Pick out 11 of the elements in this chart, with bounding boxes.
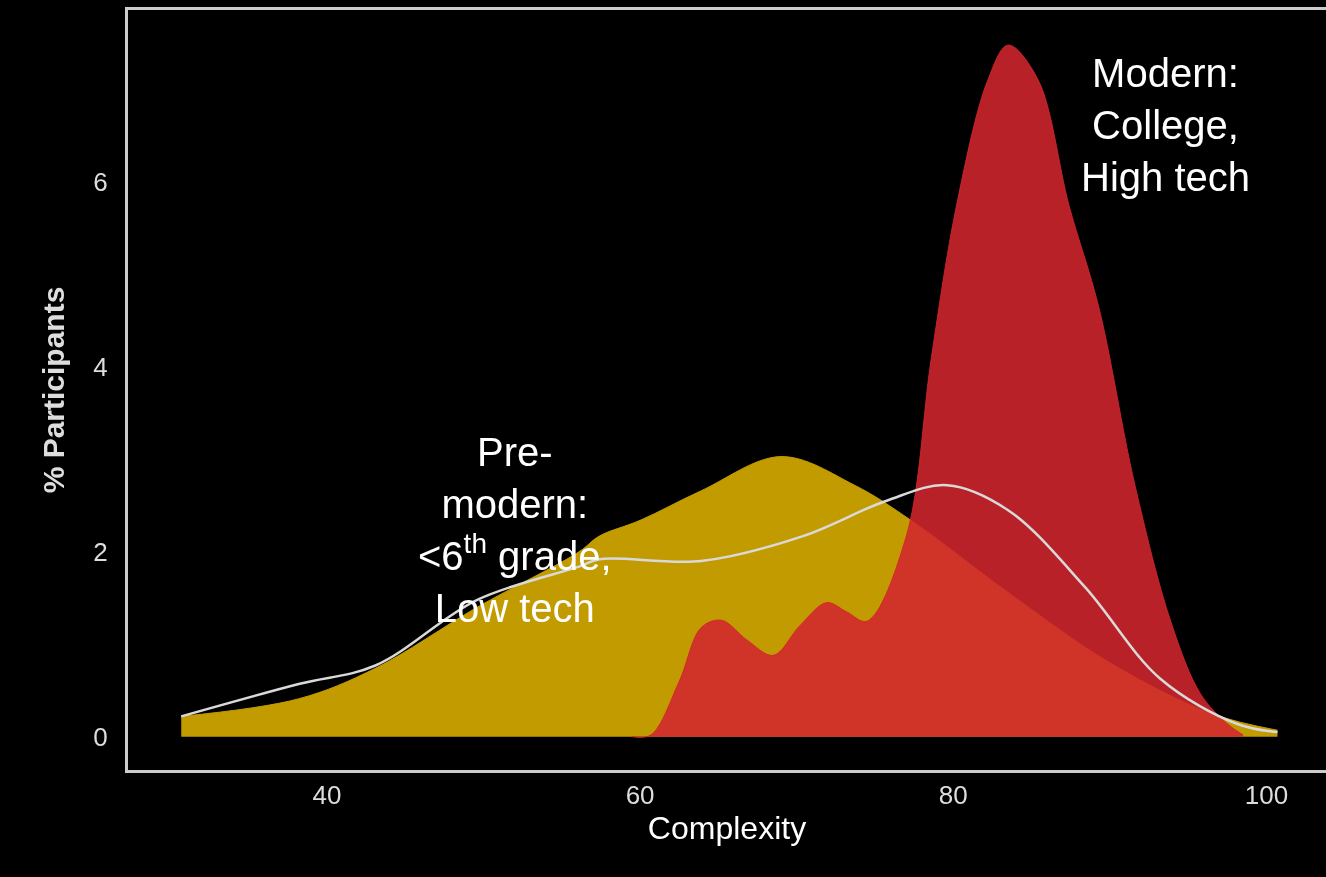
y-tick-label: 6 (93, 167, 108, 198)
x-tick-label: 100 (1244, 780, 1289, 811)
annotation: Modern: College, High tech (1081, 51, 1250, 199)
x-tick-label: 60 (625, 780, 655, 811)
y-tick-label: 0 (93, 721, 108, 752)
x-tick-label: 40 (312, 780, 342, 811)
x-axis-title: Complexity (647, 810, 807, 847)
y-axis-title: % Participants (37, 286, 71, 494)
y-tick-label: 2 (93, 536, 108, 567)
x-tick-label: 80 (938, 780, 968, 811)
y-tick-label: 4 (93, 351, 108, 382)
